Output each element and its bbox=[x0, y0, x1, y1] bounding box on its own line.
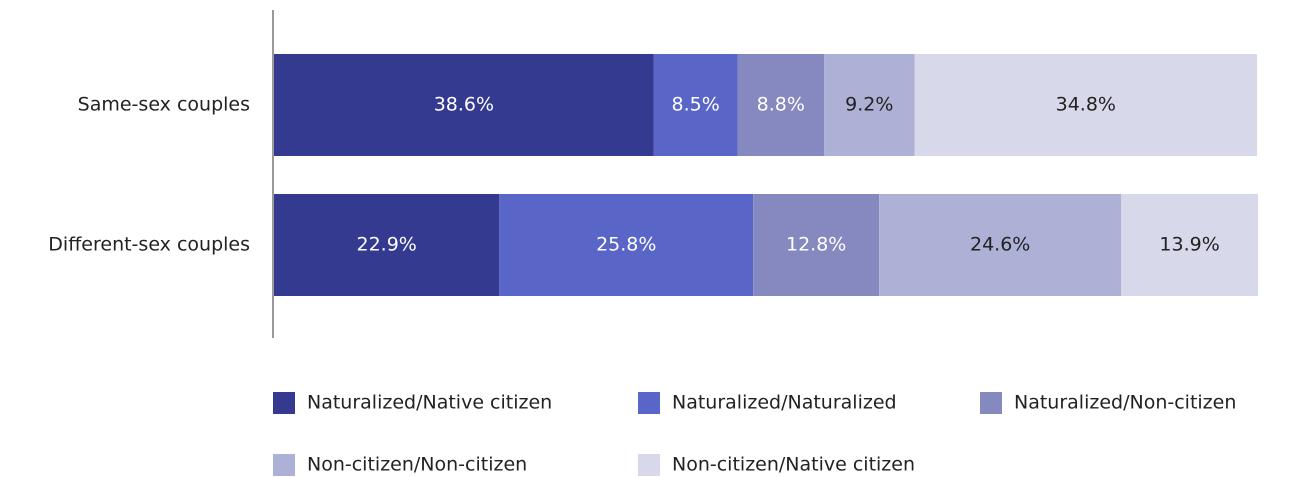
legend-label: Naturalized/Non-citizen bbox=[1014, 392, 1236, 414]
value-label: 12.8% bbox=[786, 234, 846, 256]
bar-segment bbox=[274, 194, 500, 296]
bar-segment bbox=[879, 194, 1122, 296]
value-label: 8.8% bbox=[757, 94, 805, 116]
bar-segment bbox=[1121, 194, 1258, 296]
bar-segment bbox=[737, 54, 825, 156]
value-label: 8.5% bbox=[672, 94, 720, 116]
legend-swatch bbox=[638, 454, 660, 476]
value-label: 34.8% bbox=[1056, 94, 1116, 116]
legend-label: Naturalized/Native citizen bbox=[307, 392, 552, 414]
legend-swatch bbox=[980, 392, 1002, 414]
bar-segment bbox=[914, 54, 1258, 156]
value-label: 13.9% bbox=[1159, 234, 1219, 256]
value-label: 38.6% bbox=[434, 94, 494, 116]
bar-segment bbox=[824, 54, 915, 156]
legend-swatch bbox=[273, 392, 295, 414]
bar-segment bbox=[753, 194, 880, 296]
legend-label: Non-citizen/Non-citizen bbox=[307, 454, 527, 476]
value-label: 24.6% bbox=[970, 234, 1030, 256]
value-label: 25.8% bbox=[596, 234, 656, 256]
value-label: 9.2% bbox=[845, 94, 893, 116]
legend-swatch bbox=[273, 454, 295, 476]
category-label: Different-sex couples bbox=[48, 234, 250, 256]
legend-label: Non-citizen/Native citizen bbox=[672, 454, 915, 476]
legend-label: Naturalized/Naturalized bbox=[672, 392, 897, 414]
category-label: Same-sex couples bbox=[78, 94, 250, 116]
bar-segment bbox=[274, 54, 654, 156]
bar-segment bbox=[499, 194, 754, 296]
value-label: 22.9% bbox=[356, 234, 416, 256]
bar-segment bbox=[653, 54, 738, 156]
legend-swatch bbox=[638, 392, 660, 414]
